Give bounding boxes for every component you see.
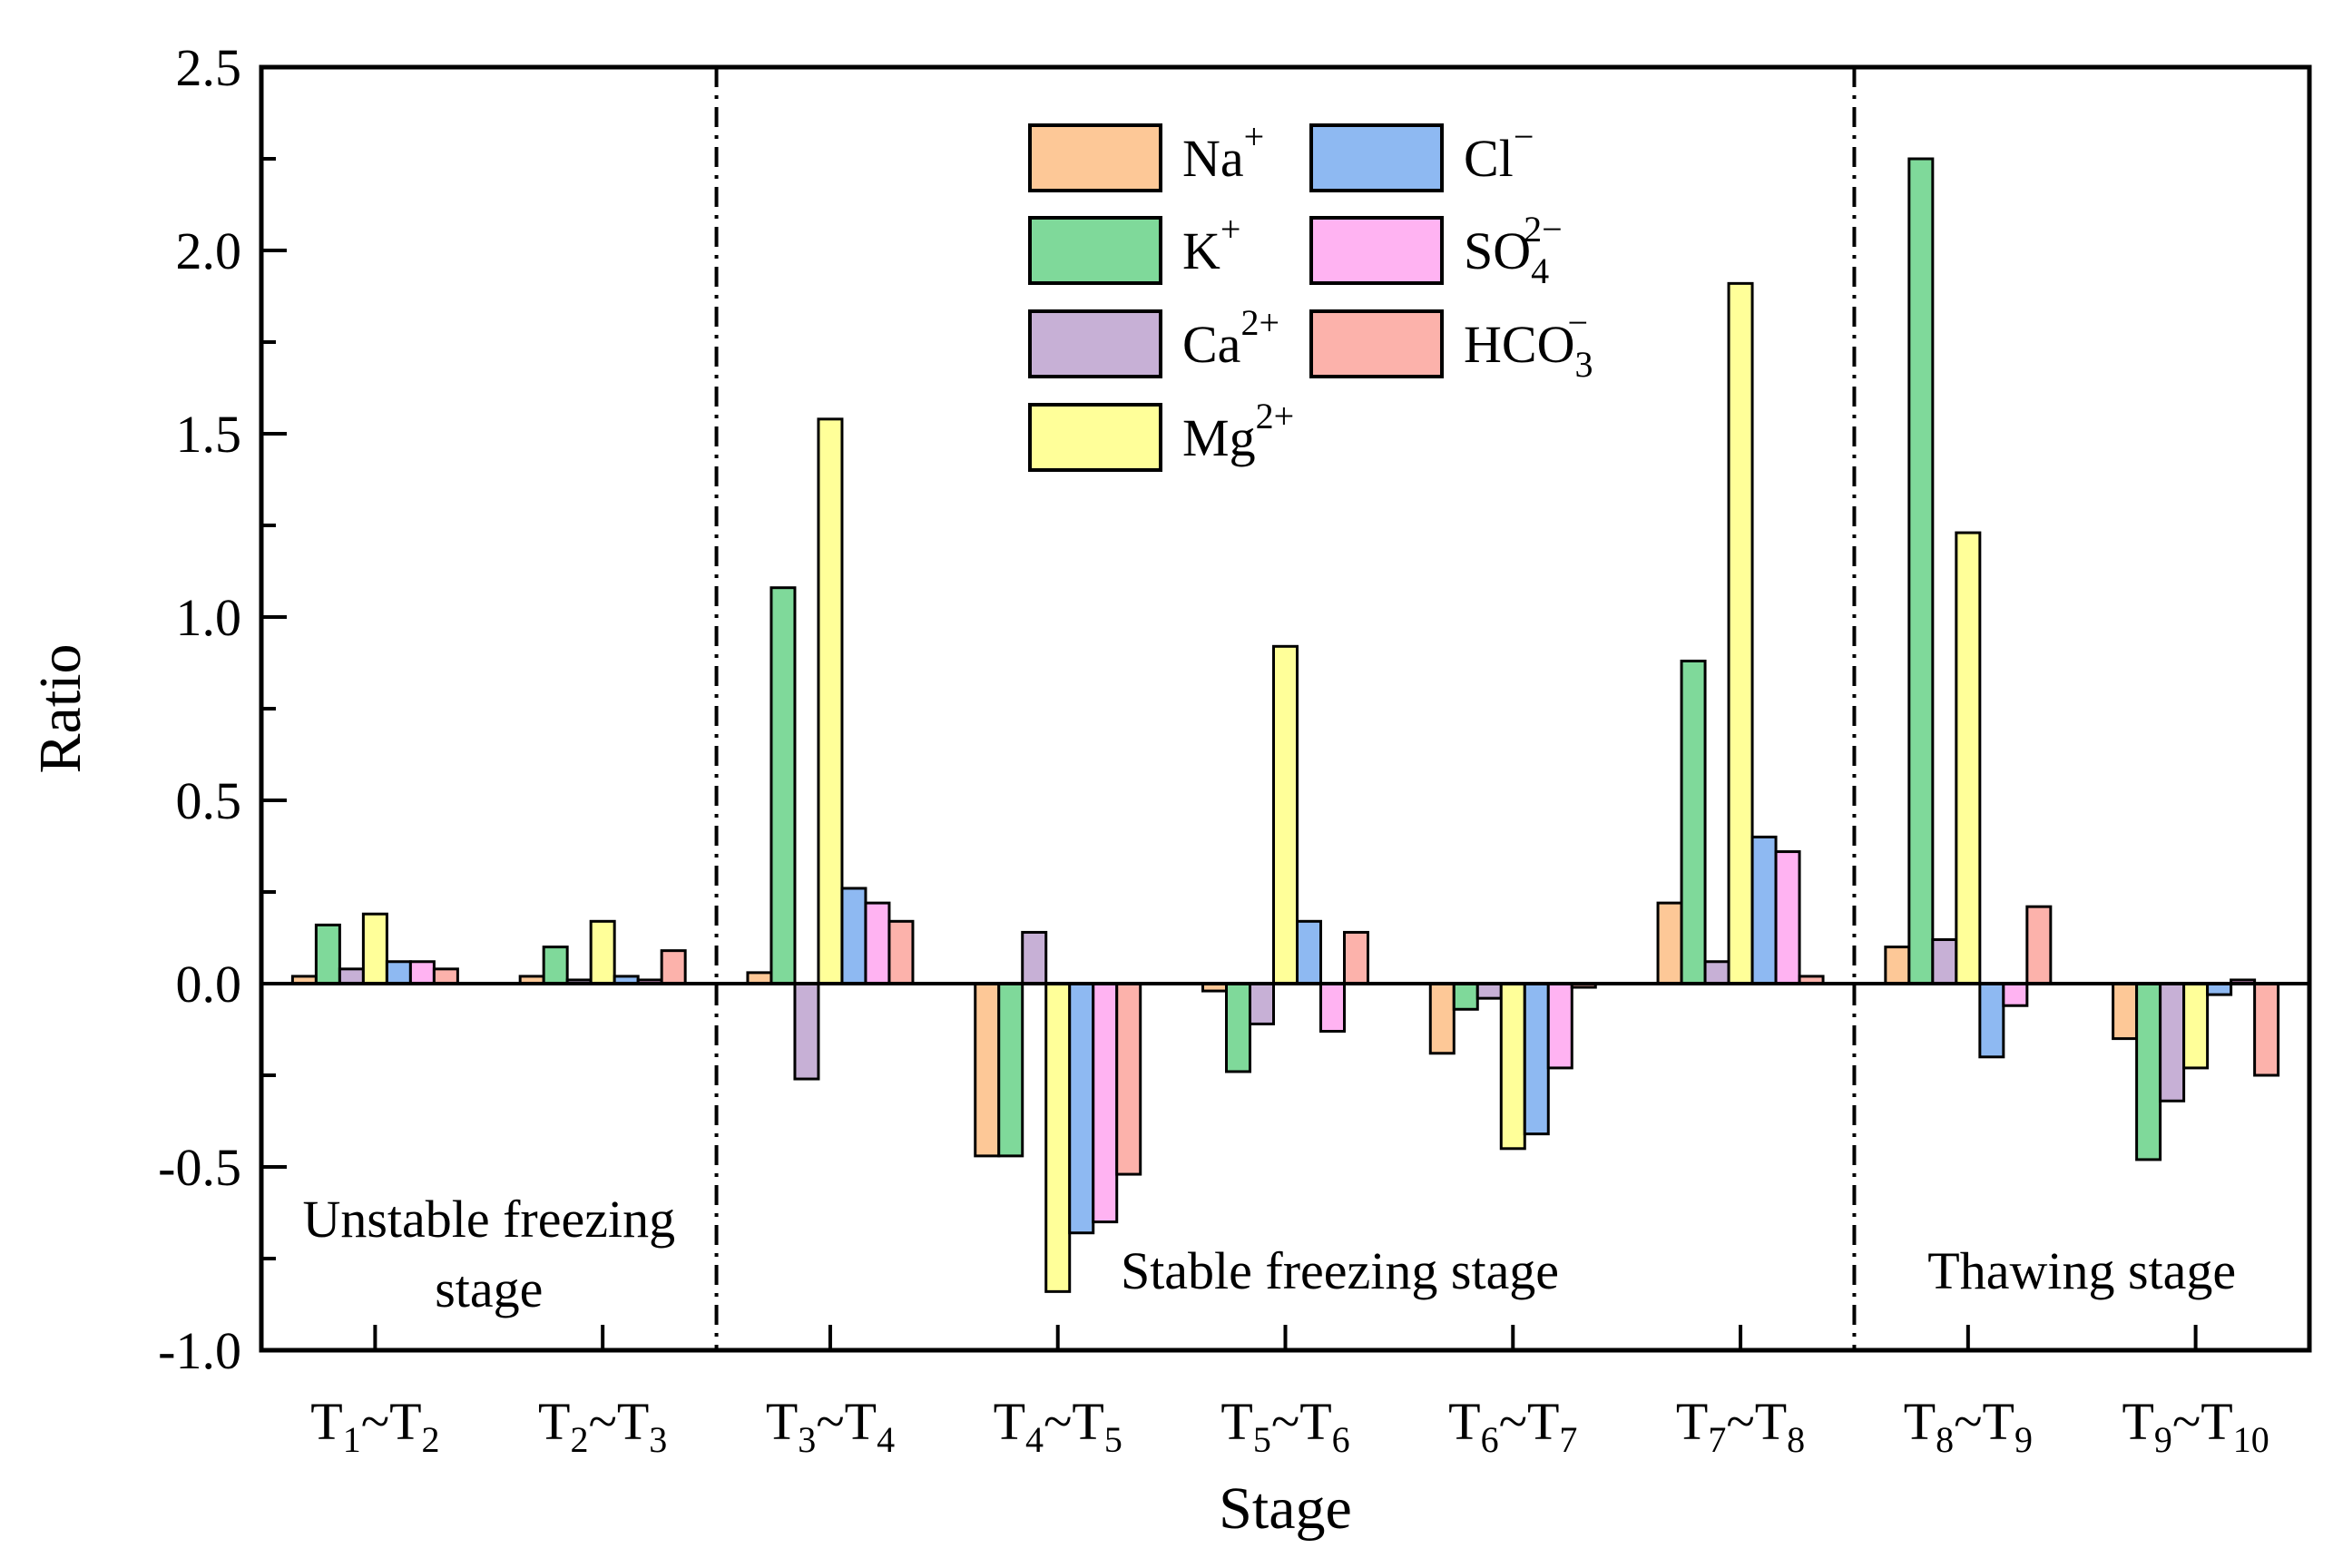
stage-dividers: [714, 67, 1857, 1350]
bar-so-t8: [2002, 982, 2029, 1007]
stage-label-thawing: Thawing stage: [1927, 1241, 2236, 1300]
bar-mg-t2: [589, 919, 616, 985]
bar-k-t9: [2135, 982, 2162, 1161]
legend-swatch-hco: [1309, 309, 1444, 378]
bar-k-t4: [997, 982, 1024, 1158]
x-tick-label-t7-t8: T7~T8: [1676, 1392, 1805, 1460]
bar-hco-t2: [660, 949, 687, 985]
bar-mg-t3: [817, 417, 844, 985]
legend-label-so: SO42−: [1464, 209, 1563, 291]
legend-swatch-cl: [1309, 123, 1444, 192]
bar-ca-t9: [2159, 982, 2186, 1102]
bar-cl-t1: [385, 960, 412, 985]
x-tick-label-t8-t9: T8~T9: [1904, 1392, 2033, 1460]
x-axis-title: Stage: [1219, 1475, 1352, 1542]
bar-so-t5: [1319, 982, 1346, 1034]
stage-label-unstable-freezing-line2: stage: [435, 1259, 543, 1318]
bar-mg-t6: [1499, 982, 1526, 1151]
bar-ca-t3: [793, 982, 820, 1081]
bar-mg-t8: [1955, 531, 1982, 985]
bar-na-t8: [1884, 946, 1911, 985]
bars-group: [290, 157, 2280, 1293]
legend-swatch-so: [1309, 216, 1444, 285]
bar-k-t6: [1452, 982, 1479, 1011]
bar-na-t7: [1656, 901, 1683, 985]
bar-cl-t3: [840, 887, 868, 985]
bar-na-t9: [2112, 982, 2139, 1041]
x-tick-labels: T1~T2 T2~T3 T3~T4 T4~T5 T5~T6 T6~T7 T7~T8 T8~T9…: [310, 1392, 2269, 1460]
legend-swatch-na: [1028, 123, 1162, 192]
bar-k-t8: [1907, 157, 1935, 985]
bar-k-t5: [1225, 982, 1251, 1073]
y-tick-label: 0.5: [176, 771, 242, 830]
legend-swatch-mg: [1028, 403, 1162, 472]
legend-label-na: Na+: [1182, 116, 1264, 188]
bar-ca-t7: [1703, 960, 1730, 985]
x-tick-label-t4-t5: T4~T5: [994, 1392, 1122, 1460]
bar-ca-t8: [1931, 938, 1958, 985]
y-tick-label: 1.0: [176, 588, 242, 647]
x-tick-label-t5-t6: T5~T6: [1220, 1392, 1349, 1460]
axis-ticks: [261, 65, 2198, 1352]
x-tick-label-t2-t3: T2~T3: [538, 1392, 667, 1460]
y-tick-labels: -1.0 -0.5 0.0 0.5 1.0 1.5 2.0 2.5: [158, 38, 241, 1380]
bar-so-t7: [1774, 850, 1801, 985]
bar-mg-t7: [1727, 281, 1754, 985]
legend-label-cl: Cl−: [1464, 116, 1534, 188]
bar-cl-t7: [1750, 835, 1778, 985]
bar-ca-t5: [1249, 982, 1275, 1025]
bar-ca-t4: [1021, 930, 1048, 985]
bar-na-t4: [974, 982, 1001, 1158]
bar-cl-t8: [1978, 982, 2005, 1059]
bar-k-t3: [769, 586, 797, 985]
bar-cl-t5: [1296, 919, 1322, 985]
y-tick-label: -1.0: [158, 1321, 241, 1380]
y-tick-label: 2.0: [176, 221, 242, 280]
bar-na-t6: [1428, 982, 1456, 1055]
bar-mg-t9: [2182, 982, 2210, 1070]
legend: Na+ K+ Ca2+ Mg2+ Cl− SO42− HCO3−: [1028, 116, 1593, 472]
bar-mg-t5: [1272, 644, 1299, 985]
bar-mg-t1: [361, 912, 388, 985]
y-axis-title: Ratio: [27, 644, 93, 774]
bar-cl-t6: [1523, 982, 1550, 1136]
x-tick-label-t1-t2: T1~T2: [310, 1392, 439, 1460]
bar-k-t2: [542, 946, 569, 985]
y-tick-label: 1.5: [176, 405, 242, 464]
bar-mg-t4: [1044, 982, 1072, 1293]
bar-hco-t8: [2025, 905, 2053, 985]
stage-label-unstable-freezing: Unstable freezing: [302, 1190, 675, 1249]
legend-label-k: K+: [1182, 209, 1240, 280]
bar-so-t6: [1546, 982, 1573, 1070]
stage-label-stable-freezing: Stable freezing stage: [1121, 1241, 1559, 1300]
legend-label-ca: Ca2+: [1182, 302, 1279, 374]
bar-so-t3: [864, 901, 891, 985]
bar-hco-t3: [887, 919, 915, 985]
y-tick-label: -0.5: [158, 1138, 241, 1197]
bar-ca-t1: [338, 967, 365, 985]
bar-hco-t4: [1115, 982, 1142, 1176]
y-tick-label: 2.5: [176, 38, 242, 97]
bar-so-t4: [1092, 982, 1119, 1224]
bar-ca-t6: [1475, 982, 1503, 1000]
x-tick-label-t9-t10: T9~T10: [2122, 1392, 2269, 1460]
y-tick-label: 0.0: [176, 955, 242, 1014]
bar-cl-t4: [1068, 982, 1095, 1235]
bar-k-t7: [1680, 659, 1707, 985]
bar-hco-t9: [2253, 982, 2280, 1077]
bar-k-t1: [314, 923, 341, 985]
bar-hco-t5: [1343, 930, 1369, 985]
x-tick-label-t6-t7: T6~T7: [1448, 1392, 1577, 1460]
legend-swatch-ca: [1028, 309, 1162, 378]
legend-swatch-k: [1028, 216, 1162, 285]
bar-so-t1: [408, 960, 436, 985]
bar-hco-t1: [432, 967, 459, 985]
legend-label-hco: HCO3−: [1464, 302, 1593, 385]
legend-label-mg: Mg2+: [1182, 396, 1294, 467]
x-tick-label-t3-t4: T3~T4: [766, 1392, 895, 1460]
